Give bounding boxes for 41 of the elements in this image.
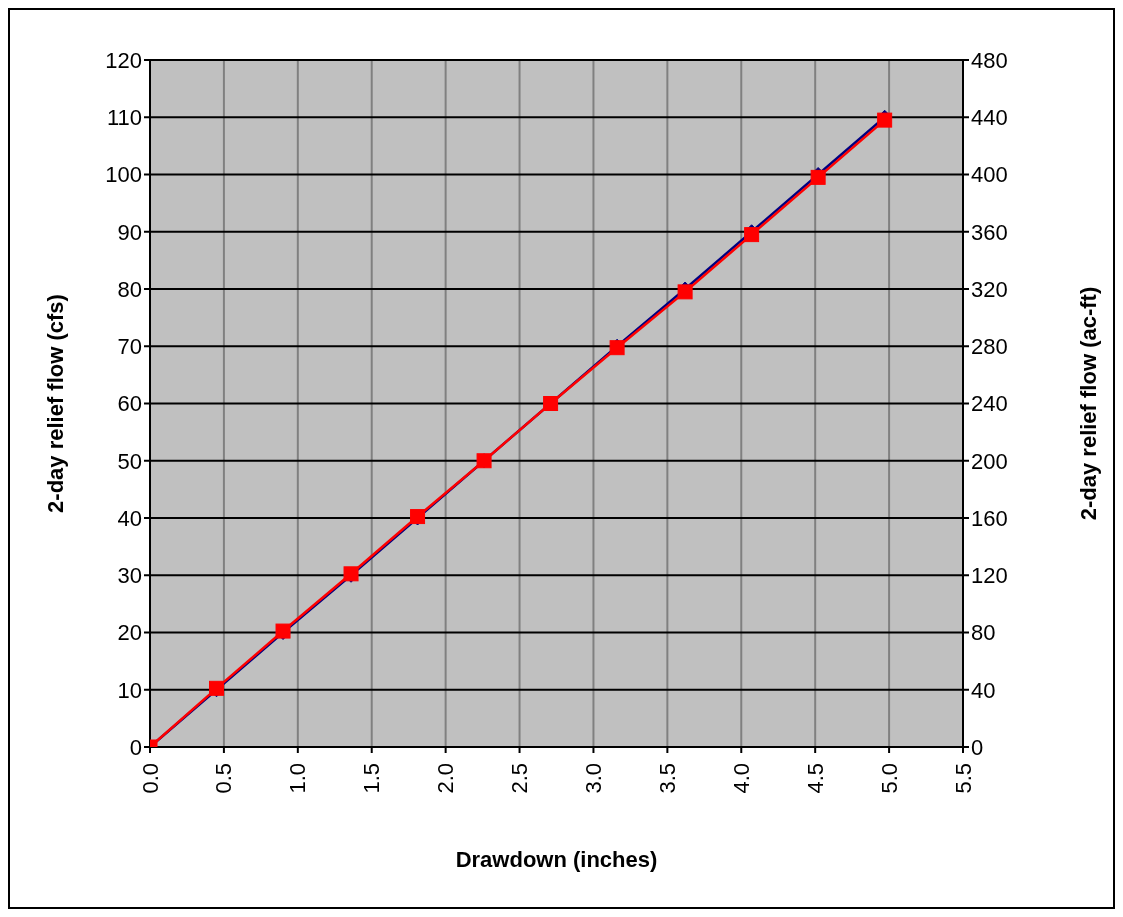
x-tick-label: 4.0 — [728, 763, 754, 794]
y2-tick-label: 240 — [971, 391, 1008, 417]
y2-tick-label: 80 — [971, 620, 996, 646]
x-tick-label: 3.5 — [654, 763, 680, 794]
x-tick-label: 0.5 — [211, 763, 237, 794]
y-tick-label: 50 — [117, 448, 142, 474]
y-tick-label: 120 — [105, 47, 142, 73]
x-tick-label: 2.5 — [507, 763, 533, 794]
x-tick-label: 3.0 — [580, 763, 606, 794]
y2-tick-label: 400 — [971, 162, 1008, 188]
y-tick-label: 0 — [129, 734, 142, 760]
x-tick-label: 5.5 — [950, 763, 976, 794]
y2-tick-label: 480 — [971, 47, 1008, 73]
y-tick-label: 100 — [105, 162, 142, 188]
y-tick-label: 20 — [117, 620, 142, 646]
x-tick-label: 1.0 — [285, 763, 311, 794]
x-tick-label: 1.5 — [359, 763, 385, 794]
y2-tick-label: 120 — [971, 563, 1008, 589]
y-tick-label: 40 — [117, 505, 142, 531]
y2-tick-label: 440 — [971, 105, 1008, 131]
y-tick-label: 10 — [117, 677, 142, 703]
x-axis-title: Drawdown (inches) — [455, 847, 658, 872]
y2-tick-label: 320 — [971, 276, 1008, 302]
y2-tick-label: 360 — [971, 219, 1008, 245]
y-tick-label: 70 — [117, 334, 142, 360]
x-tick-label: 2.0 — [433, 763, 459, 794]
y2-tick-label: 200 — [971, 448, 1008, 474]
x-tick-label: 0.0 — [137, 763, 163, 794]
x-tick-label: 5.0 — [876, 763, 902, 794]
y2-tick-label: 160 — [971, 505, 1008, 531]
y2-tick-label: 0 — [971, 734, 984, 760]
y2-tick-label: 280 — [971, 334, 1008, 360]
y-tick-label: 80 — [117, 276, 142, 302]
y-tick-label: 90 — [117, 219, 142, 245]
y-tick-label: 30 — [117, 563, 142, 589]
y-tick-label: 60 — [117, 391, 142, 417]
y-axis-title: 2-day relief flow (cfs) — [42, 294, 68, 513]
y2-axis-title: 2-day relief flow (ac-ft) — [1075, 286, 1101, 521]
y2-tick-label: 40 — [971, 677, 996, 703]
y-tick-label: 110 — [106, 105, 142, 131]
x-tick-label: 4.5 — [802, 763, 828, 794]
